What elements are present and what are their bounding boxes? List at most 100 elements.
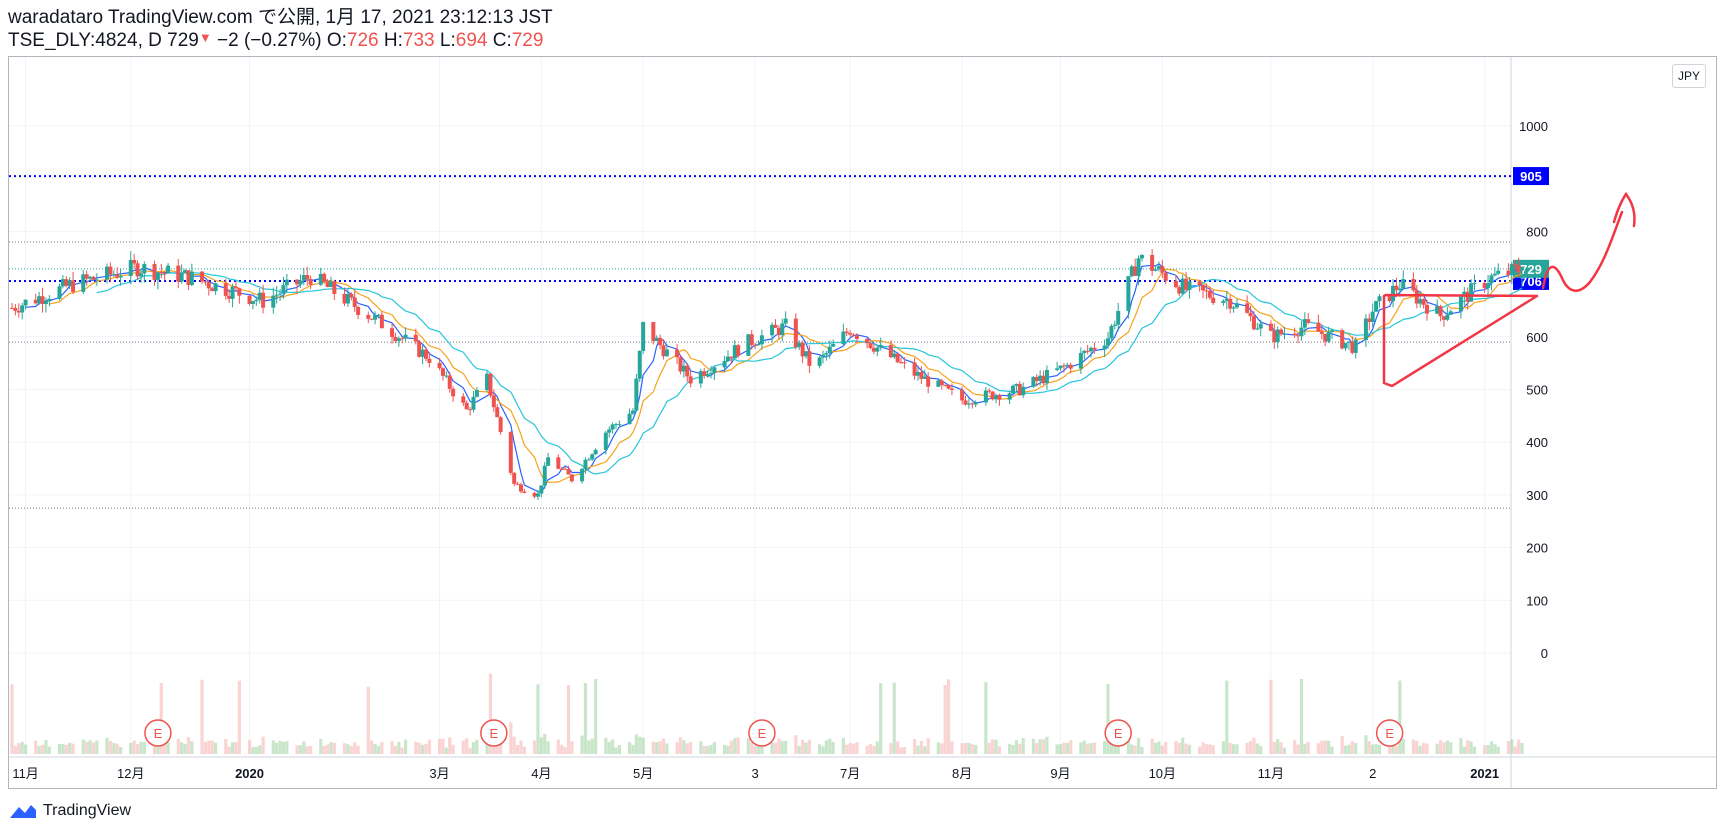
volume-bar [57, 744, 62, 754]
volume-bar [1252, 737, 1256, 754]
candle-body [1296, 335, 1301, 337]
candle-body [637, 350, 642, 379]
volume-bar [794, 735, 798, 754]
down-arrow-icon: ▼ [198, 30, 212, 45]
volume-bar [346, 744, 350, 754]
ma-mid-line [49, 268, 1523, 484]
volume-bar [132, 740, 136, 754]
candle-body [57, 286, 62, 299]
volume-bar [726, 745, 730, 754]
candle-body [1231, 307, 1236, 309]
volume-bar [20, 741, 24, 754]
chart-frame[interactable] [8, 56, 1717, 789]
volume-bar [1442, 742, 1446, 754]
candle-body [1078, 353, 1083, 369]
candle-body [1458, 296, 1463, 312]
earnings-marker-label: E [154, 726, 163, 741]
candle-body [1492, 273, 1497, 276]
high-label: H: [383, 30, 403, 51]
currency-button[interactable]: JPY [1672, 64, 1706, 88]
candle-body [1370, 311, 1375, 322]
candle-body [542, 465, 547, 486]
candle-body [233, 286, 238, 289]
candle-body [515, 483, 520, 485]
candle-body [844, 331, 849, 333]
tradingview-logo-icon [10, 805, 36, 818]
volume-bar [1517, 739, 1521, 754]
volume-bar [332, 742, 336, 754]
x-tick-label: 7月 [840, 766, 860, 781]
volume-bar [889, 743, 893, 754]
volume-bar [658, 741, 662, 754]
volume-bar [112, 742, 116, 754]
candle-body [444, 375, 449, 377]
volume-bar [261, 736, 265, 754]
volume-bar [1326, 740, 1331, 754]
low-label: L: [439, 30, 456, 51]
x-tick-label: 12月 [117, 766, 144, 781]
candle-body [664, 349, 669, 357]
candle-body [332, 281, 337, 295]
candle-body [1329, 330, 1334, 332]
triangle-drawing [1382, 293, 1539, 388]
volume-bar [1513, 746, 1517, 754]
volume-bar [509, 722, 513, 754]
open-value: 726 [346, 30, 379, 51]
volume-bar [1279, 742, 1283, 754]
horizontal-line-label-bg [1513, 167, 1549, 186]
volume-bar [376, 746, 381, 754]
volume-bar [200, 679, 204, 754]
volume-bar [729, 740, 733, 754]
volume-bar [831, 742, 835, 754]
volume-bar [499, 740, 503, 754]
tradingview-logo[interactable]: TradingView [8, 802, 131, 820]
volume-bar [210, 740, 214, 754]
volume-bar [85, 741, 89, 754]
volume-bar [607, 741, 611, 754]
volume-bar [1371, 744, 1375, 754]
volume-bar [230, 742, 235, 754]
volume-bar [617, 745, 621, 754]
volume-bar [519, 740, 523, 754]
candle-body [1363, 318, 1368, 341]
volume-bar [1343, 745, 1348, 754]
candle-body [518, 484, 523, 492]
candle-body [1187, 281, 1192, 290]
x-tick-label: 9月 [1050, 766, 1070, 781]
volume-bar [1259, 746, 1263, 754]
earnings-marker-label: E [758, 726, 767, 741]
volume-bar [1157, 741, 1161, 754]
candle-body [366, 314, 371, 319]
publish-info: waradataro TradingView.com で公開, 1月 17, 2… [8, 7, 553, 28]
candle-body [1391, 285, 1396, 302]
candle-body [200, 271, 205, 282]
volume-bar [706, 746, 710, 754]
candle-body [1411, 279, 1416, 291]
candle-body [736, 345, 741, 356]
volume-bar [1041, 739, 1046, 754]
candle-body [1275, 329, 1280, 343]
volume-bar [950, 741, 954, 754]
volume-bar [1506, 741, 1511, 754]
volume-bar [1459, 738, 1463, 754]
volume-bar [298, 745, 303, 754]
volume-bar [984, 682, 988, 754]
volume-bar [1520, 742, 1524, 754]
volume-bar [427, 739, 431, 754]
candle-body [556, 457, 561, 469]
volume-bar [118, 747, 123, 754]
volume-bar [1445, 740, 1449, 754]
volume-bar [1208, 744, 1212, 754]
volume-bar [186, 737, 191, 754]
candle-body [817, 357, 822, 366]
volume-bar [699, 741, 703, 754]
volume-bar [940, 743, 944, 754]
candle-body [142, 263, 147, 274]
volume-bar [991, 739, 995, 754]
candle-body [1435, 306, 1440, 314]
candle-body [1160, 266, 1165, 273]
volume-bar [95, 740, 99, 754]
volume-bar [465, 738, 469, 754]
